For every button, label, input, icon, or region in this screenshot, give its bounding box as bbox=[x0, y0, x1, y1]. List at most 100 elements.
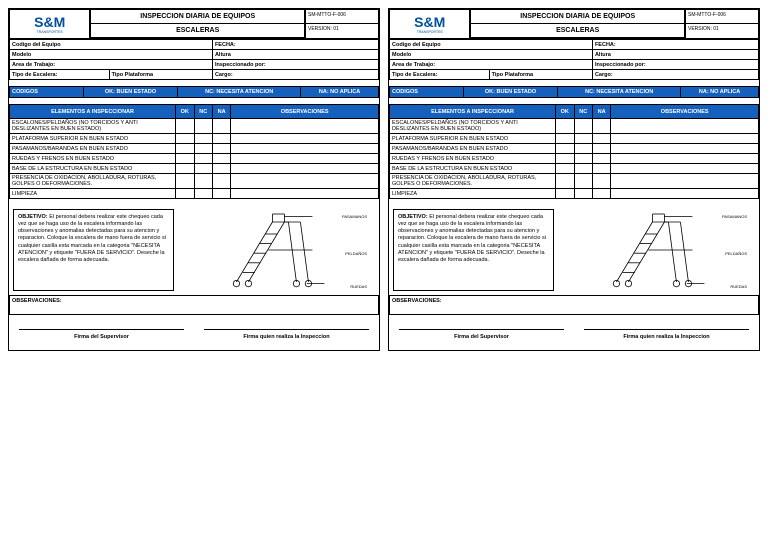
obs-cell[interactable] bbox=[611, 119, 759, 134]
chk-nc[interactable] bbox=[574, 119, 592, 134]
lbl-pasamanos: PASAMANOS bbox=[722, 214, 747, 219]
chk-na[interactable] bbox=[212, 154, 230, 164]
form-version: VERSION: 01 bbox=[686, 24, 758, 38]
hdr-elementos: ELEMENTOS A INSPECCIONAR bbox=[10, 105, 176, 119]
obs-cell[interactable] bbox=[231, 174, 379, 189]
plataforma-label: Tipo Plataforma bbox=[109, 70, 212, 80]
obs-cell[interactable] bbox=[231, 164, 379, 174]
objetivo-box: OBJETIVO: El personal debera realizar es… bbox=[13, 209, 174, 291]
chk-ok[interactable] bbox=[556, 119, 574, 134]
firma-supervisor: Firma del Supervisor bbox=[19, 329, 184, 344]
logo-text: S&M bbox=[34, 14, 65, 30]
chk-nc[interactable] bbox=[194, 134, 212, 144]
tipo-label: Tipo de Escalera: bbox=[390, 70, 490, 80]
hdr-elementos: ELEMENTOS A INSPECCIONAR bbox=[390, 105, 556, 119]
objetivo-text: El personal debera realizar este chequeo… bbox=[398, 214, 546, 263]
obs-cell[interactable] bbox=[611, 154, 759, 164]
obs-cell[interactable] bbox=[231, 119, 379, 134]
chk-ok[interactable] bbox=[176, 174, 194, 189]
logo-sub: TRANSPORTES bbox=[34, 30, 65, 34]
chk-nc[interactable] bbox=[574, 154, 592, 164]
chk-ok[interactable] bbox=[176, 154, 194, 164]
obs-cell[interactable] bbox=[231, 134, 379, 144]
chk-ok[interactable] bbox=[176, 189, 194, 199]
chk-na[interactable] bbox=[592, 144, 610, 154]
chk-nc[interactable] bbox=[194, 119, 212, 134]
obs-cell[interactable] bbox=[611, 189, 759, 199]
insp-item: BASE DE LA ESTRUCTURA EN BUEN ESTADO bbox=[390, 164, 556, 174]
logo-text: S&M bbox=[414, 14, 445, 30]
chk-na[interactable] bbox=[592, 174, 610, 189]
tipo-label: Tipo de Escalera: bbox=[10, 70, 110, 80]
fecha-label: FECHA: bbox=[212, 40, 378, 50]
chk-ok[interactable] bbox=[556, 134, 574, 144]
chk-nc[interactable] bbox=[574, 164, 592, 174]
chk-nc[interactable] bbox=[574, 189, 592, 199]
firma-inspector: Firma quien realiza la Inspeccion bbox=[204, 329, 369, 344]
insp-item: PLATAFORMA SUPERIOR EN BUEN ESTADO bbox=[10, 134, 176, 144]
plataforma-label: Tipo Plataforma bbox=[489, 70, 592, 80]
inspeccionado-label: Inspeccionado por: bbox=[592, 60, 758, 70]
chk-na[interactable] bbox=[212, 144, 230, 154]
chk-ok[interactable] bbox=[556, 174, 574, 189]
hdr-nc: NC bbox=[574, 105, 592, 119]
chk-nc[interactable] bbox=[574, 174, 592, 189]
chk-ok[interactable] bbox=[176, 144, 194, 154]
chk-na[interactable] bbox=[212, 189, 230, 199]
chk-ok[interactable] bbox=[556, 164, 574, 174]
code-nc: NC: NECESITA ATENCION bbox=[558, 87, 681, 98]
chk-nc[interactable] bbox=[194, 164, 212, 174]
chk-nc[interactable] bbox=[574, 144, 592, 154]
form-copy-2: S&M TRANSPORTES INSPECCION DIARIA DE EQU… bbox=[388, 8, 760, 351]
hdr-na: NA bbox=[212, 105, 230, 119]
chk-na[interactable] bbox=[592, 154, 610, 164]
obs-cell[interactable] bbox=[231, 189, 379, 199]
codes-label: CODIGOS bbox=[10, 87, 84, 98]
hdr-ok: OK bbox=[176, 105, 194, 119]
chk-na[interactable] bbox=[592, 164, 610, 174]
chk-ok[interactable] bbox=[176, 134, 194, 144]
logo-cell: S&M TRANSPORTES bbox=[389, 9, 470, 39]
chk-ok[interactable] bbox=[176, 119, 194, 134]
chk-nc[interactable] bbox=[194, 144, 212, 154]
obs-cell[interactable] bbox=[611, 164, 759, 174]
obs-cell[interactable] bbox=[231, 144, 379, 154]
insp-item: RUEDAS Y FRENOS EN BUEN ESTADO bbox=[10, 154, 176, 164]
chk-na[interactable] bbox=[592, 119, 610, 134]
chk-na[interactable] bbox=[592, 134, 610, 144]
area-label: Area de Trabajo: bbox=[10, 60, 213, 70]
codigo-label: Codigo del Equipo bbox=[390, 40, 593, 50]
insp-item: ESCALONES/PELDAÑOS (NO TORCIDOS Y ANTI D… bbox=[10, 119, 176, 134]
chk-nc[interactable] bbox=[194, 174, 212, 189]
fecha-label: FECHA: bbox=[592, 40, 758, 50]
objetivo-text: El personal debera realizar este chequeo… bbox=[18, 214, 166, 263]
chk-ok[interactable] bbox=[556, 144, 574, 154]
logo-cell: S&M TRANSPORTES bbox=[9, 9, 90, 39]
obs-cell[interactable] bbox=[231, 154, 379, 164]
chk-na[interactable] bbox=[212, 119, 230, 134]
hdr-na: NA bbox=[592, 105, 610, 119]
chk-nc[interactable] bbox=[194, 189, 212, 199]
chk-na[interactable] bbox=[592, 189, 610, 199]
chk-ok[interactable] bbox=[556, 154, 574, 164]
chk-nc[interactable] bbox=[194, 154, 212, 164]
obs-cell[interactable] bbox=[611, 174, 759, 189]
inspection-table: ELEMENTOS A INSPECCIONAR OK NC NA OBSERV… bbox=[9, 104, 379, 199]
code-nc: NC: NECESITA ATENCION bbox=[178, 87, 301, 98]
insp-item: PRESENCIA DE OXIDACION, ABOLLADURA, ROTU… bbox=[10, 174, 176, 189]
obs-cell[interactable] bbox=[611, 144, 759, 154]
code-na: NA: NO APLICA bbox=[301, 87, 379, 98]
chk-ok[interactable] bbox=[176, 164, 194, 174]
inspection-rows: ESCALONES/PELDAÑOS (NO TORCIDOS Y ANTI D… bbox=[390, 119, 759, 199]
chk-na[interactable] bbox=[212, 174, 230, 189]
inspection-rows: ESCALONES/PELDAÑOS (NO TORCIDOS Y ANTI D… bbox=[10, 119, 379, 199]
chk-nc[interactable] bbox=[574, 134, 592, 144]
logo-sub: TRANSPORTES bbox=[414, 30, 445, 34]
chk-na[interactable] bbox=[212, 134, 230, 144]
insp-item: PRESENCIA DE OXIDACION, ABOLLADURA, ROTU… bbox=[390, 174, 556, 189]
insp-item: LIMPIEZA bbox=[10, 189, 176, 199]
chk-na[interactable] bbox=[212, 164, 230, 174]
obs-cell[interactable] bbox=[611, 134, 759, 144]
hdr-obs: OBSERVACIONES bbox=[611, 105, 759, 119]
chk-ok[interactable] bbox=[556, 189, 574, 199]
